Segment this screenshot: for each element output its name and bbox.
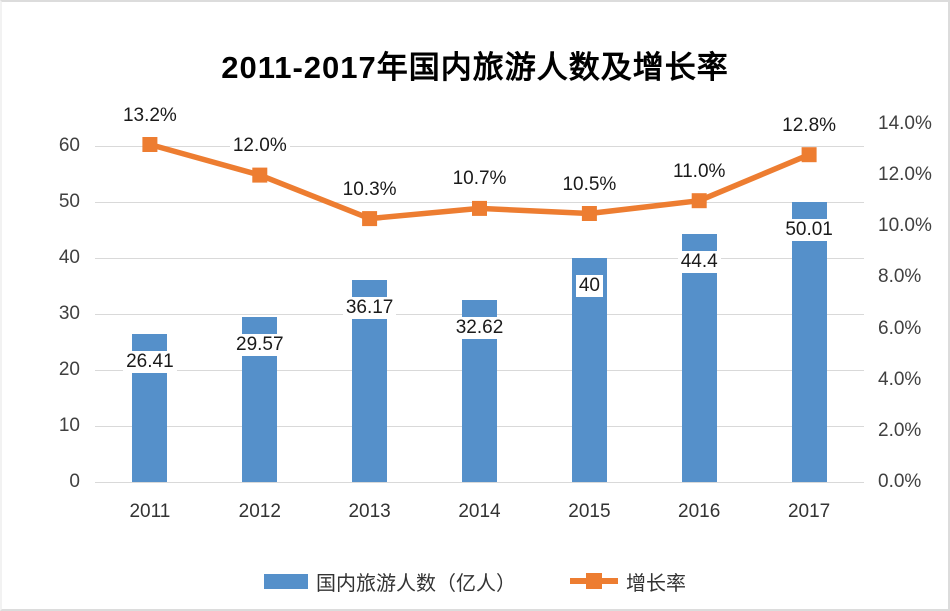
bar-data-label-text: 36.17 [342,296,397,319]
line-marker-2017 [801,147,817,163]
line-marker-2012 [252,167,268,183]
x-axis-label: 2015 [568,501,611,522]
x-axis-label: 2014 [458,501,501,522]
axis-tick-label-right: 14.0% [878,113,932,134]
line-data-label: 12.0% [205,135,315,158]
axis-tick-label-right: 4.0% [878,368,922,390]
bar-data-label: 50.01 [754,219,864,242]
line-data-label-text: 13.2% [119,104,180,127]
legend-label: 增长率 [626,572,686,595]
bar-data-label: 36.17 [315,296,425,320]
line-marker-2011 [142,137,158,152]
axis-tick-label-right: 2.0% [878,419,922,441]
line-data-label: 10.7% [425,168,535,191]
axis-tick-label-left: 10 [58,415,80,437]
x-axis-label: 2012 [238,501,281,522]
bar-data-label: 40 [534,275,644,298]
bar-2017 [791,202,827,482]
legend-item-bar-series: 国内旅游人数（亿人） [264,567,516,596]
gridline [95,258,864,260]
axis-tick-label-left: 60 [58,135,80,157]
bar-data-label-text: 40 [575,275,603,298]
line-data-label-text: 11.0% [669,160,729,183]
line-data-label-text: 10.5% [559,173,620,196]
bar-data-label: 32.62 [425,316,535,340]
line-data-label-text: 12.8% [779,114,840,137]
line-series-marker-icon [570,573,618,589]
gridline [95,482,864,483]
axis-tick-label-left: 50 [58,191,80,213]
x-axis-label: 2017 [787,501,831,522]
legend: 国内旅游人数（亿人） 增长率 [2,564,948,598]
line-data-label-text: 10.3% [339,178,400,201]
bar-data-label: 29.57 [205,333,315,357]
axis-tick-label-right: 10.0% [878,215,932,237]
bar-series-swatch-icon [264,573,308,589]
axis-tick-label-left: 0 [69,471,80,492]
line-data-label: 13.2% [95,104,205,128]
chart-title: 2011-2017年国内旅游人数及增长率 [221,50,729,85]
line-marker-2013 [362,211,378,227]
bar-data-label: 44.4 [644,250,754,274]
bar-data-label-text: 26.41 [123,351,177,374]
x-axis-label: 2016 [678,501,721,522]
line-data-label-text: 12.0% [229,135,290,158]
bar-data-label-text: 29.57 [233,333,287,356]
bar-2016 [681,233,717,482]
bar-data-label-text: 32.62 [452,316,507,339]
x-axis-label: 2013 [348,501,391,522]
line-data-label: 10.3% [315,178,425,202]
axis-tick-label-left: 30 [58,303,80,325]
legend-line-square-marker [586,573,602,589]
axis-tick-label-left: 40 [58,247,80,269]
axis-tick-label-right: 0.0% [878,471,922,492]
line-data-label-text: 10.7% [449,168,510,191]
axis-tick-label-right: 12.0% [878,164,932,186]
line-data-label: 12.8% [754,114,864,138]
bar-data-label-text: 50.01 [782,219,836,242]
legend-item-line-series: 增长率 [570,567,686,596]
line-marker-2016 [691,193,707,209]
axis-tick-label-right: 8.0% [878,266,922,288]
line-data-label: 11.0% [644,160,754,184]
line-data-label: 10.5% [534,173,644,197]
axis-tick-label-left: 20 [58,359,80,381]
axis-tick-label-right: 6.0% [878,317,922,339]
gridline [95,202,864,204]
legend-label: 国内旅游人数（亿人） [316,572,516,595]
x-axis-label: 2011 [129,501,171,522]
line-marker-2015 [581,206,597,221]
bar-data-label-text: 44.4 [677,250,721,273]
bar-data-label: 26.41 [95,351,205,374]
